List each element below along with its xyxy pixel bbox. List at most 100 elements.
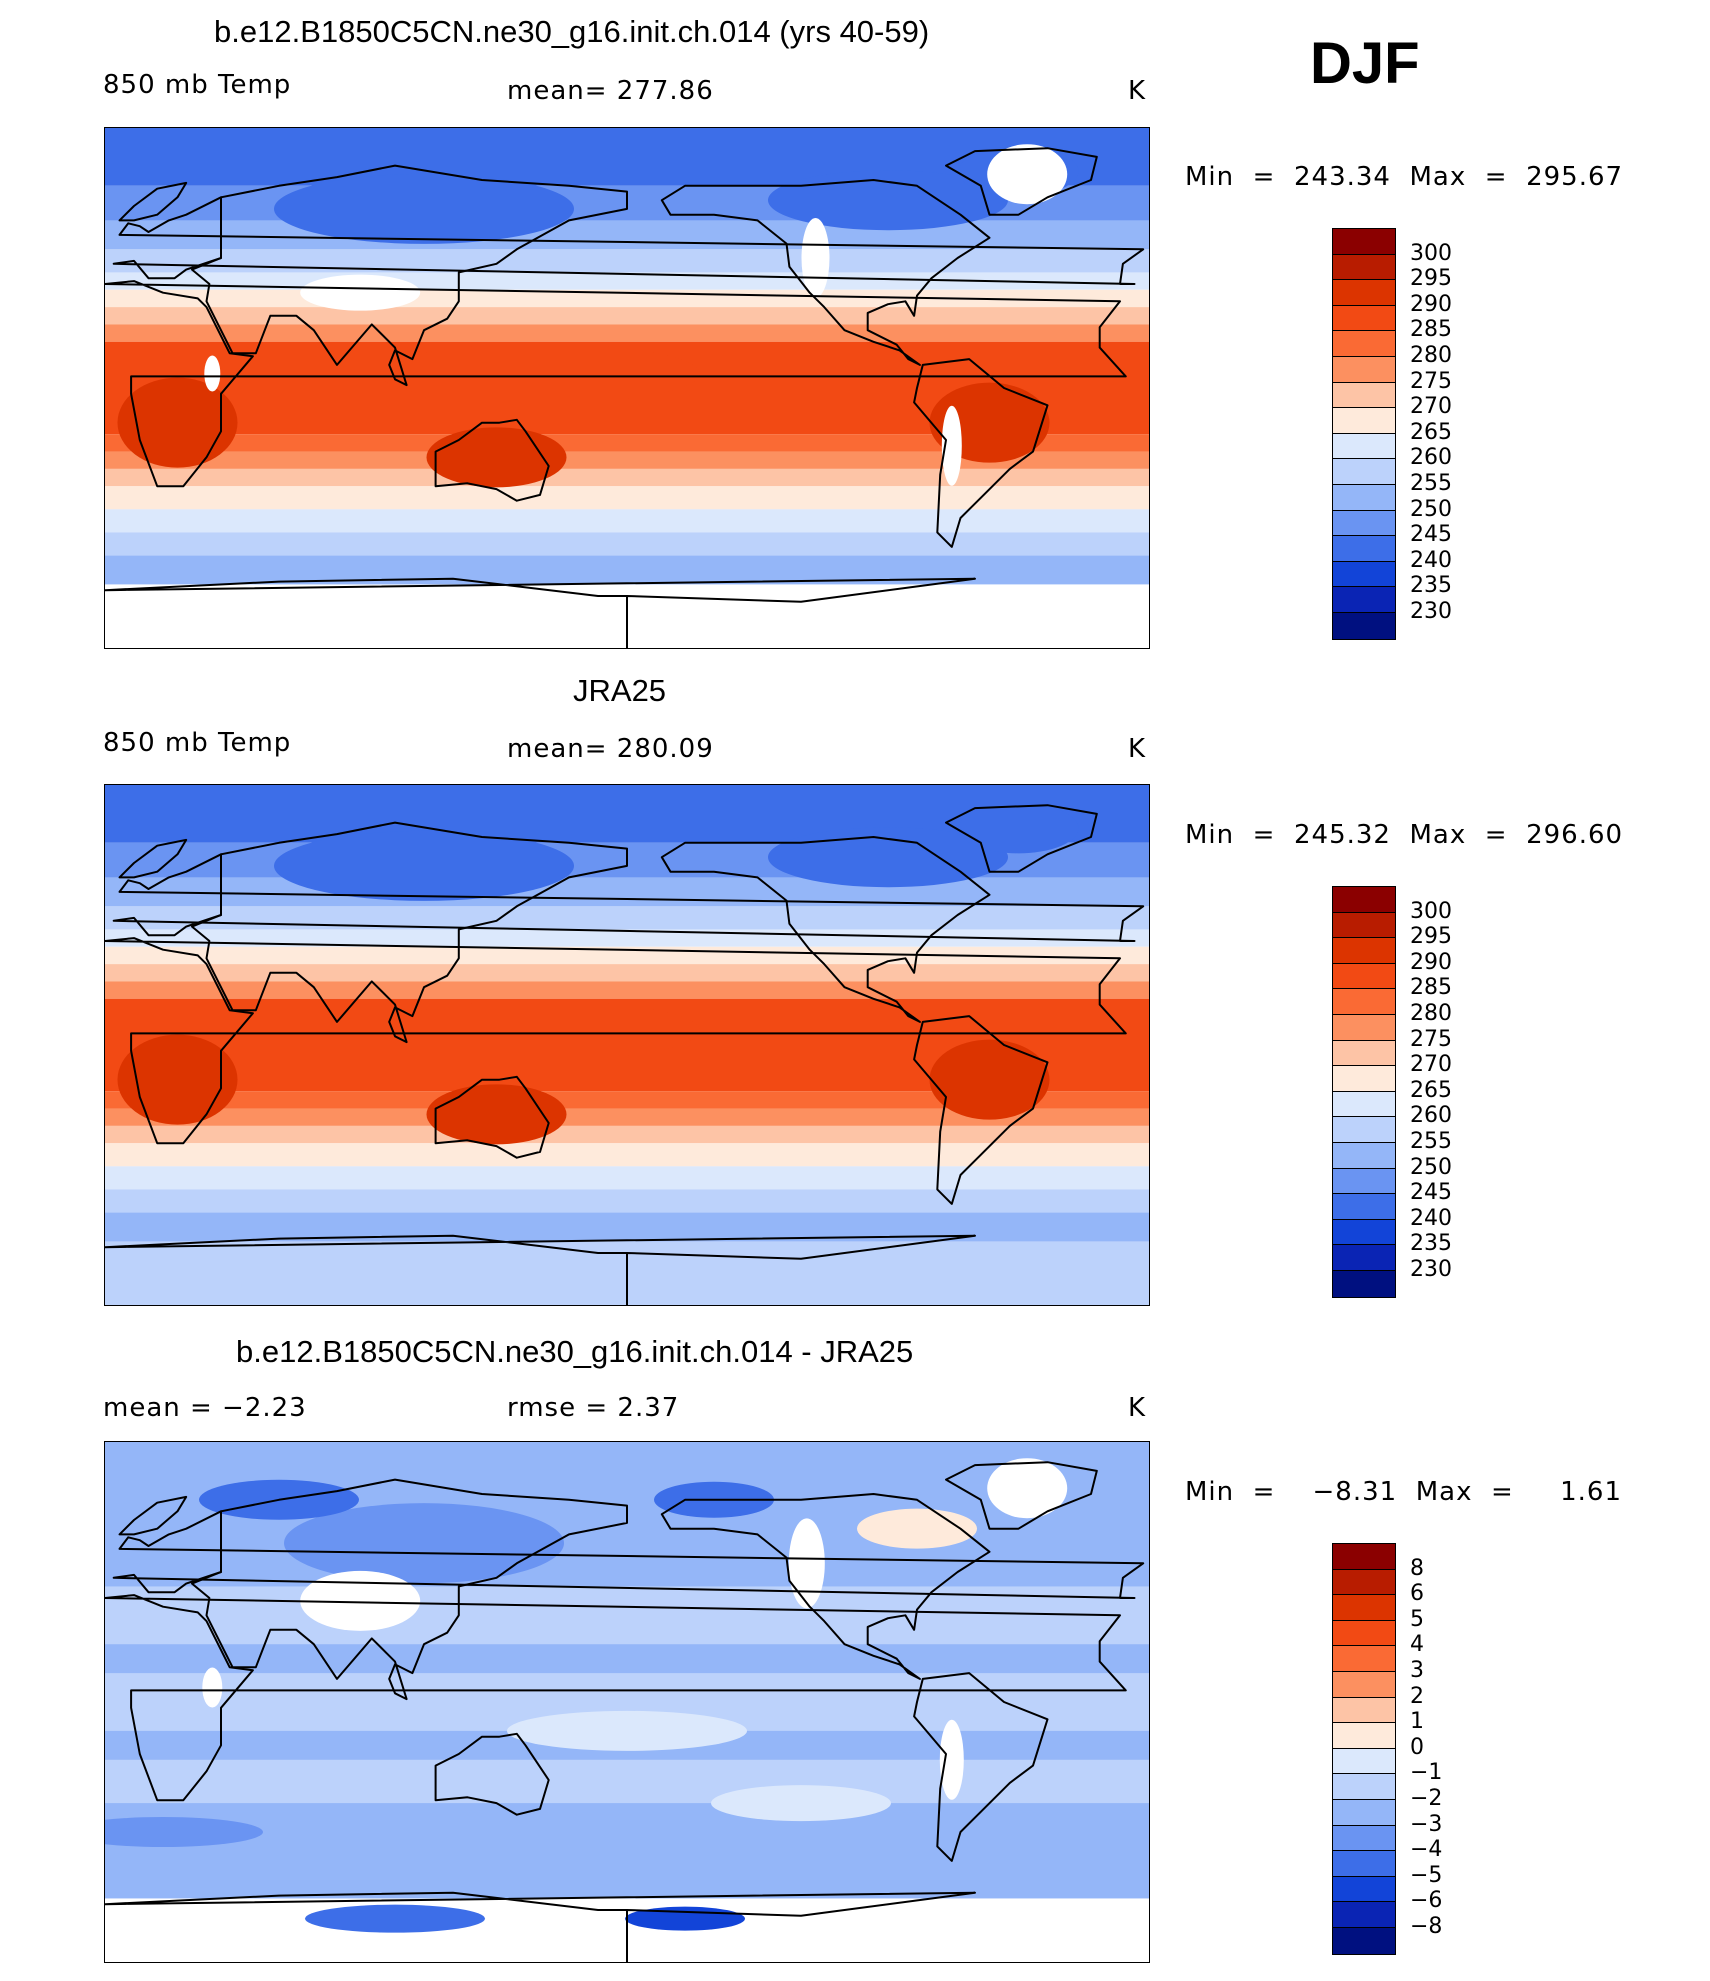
colorbar-swatch	[1333, 1270, 1395, 1297]
coastline	[105, 1594, 1127, 1802]
colorbar-swatch	[1333, 1876, 1395, 1903]
minmax-obs: Min = 245.32 Max = 296.60	[1185, 820, 1624, 850]
colorbar-swatch	[1333, 1091, 1395, 1118]
coastline	[434, 1075, 550, 1159]
colorbar-tick-label: −4	[1410, 1837, 1443, 1863]
coastline	[105, 280, 1127, 488]
colorbar-tick-label: 255	[1410, 1129, 1452, 1154]
colorbar-swatch	[1333, 1748, 1395, 1775]
colorbar-tick-label: 3	[1410, 1658, 1424, 1683]
colorbar-diff	[1332, 1543, 1396, 1955]
colorbar-tick-label: 4	[1410, 1632, 1424, 1658]
colorbar-swatch	[1333, 433, 1395, 460]
panel-left-label-model: 850 mb Temp	[103, 70, 292, 100]
colorbar-tick-label: 270	[1410, 394, 1452, 420]
colorbar-tick-label: 270	[1410, 1052, 1452, 1078]
colorbar-tick-label: −2	[1410, 1786, 1443, 1811]
colorbar-tick-label: −1	[1410, 1760, 1443, 1786]
colorbar-tick-label: 240	[1410, 1205, 1452, 1231]
panel-center-label-model: mean= 277.86	[507, 76, 714, 106]
colorbar-swatch	[1333, 1040, 1395, 1067]
colorbar-tick-label: 290	[1410, 291, 1452, 317]
colorbar-swatch	[1333, 1117, 1395, 1143]
panel-units-obs: K	[1128, 734, 1147, 764]
colorbar-swatch	[1333, 1927, 1395, 1954]
panel-center-label-obs: mean= 280.09	[507, 734, 714, 764]
colorbar-tick-label: 255	[1410, 471, 1452, 496]
coastline	[105, 577, 976, 648]
panel-units-model: K	[1128, 76, 1147, 106]
colorbar-model	[1332, 228, 1396, 640]
coastline	[660, 836, 991, 1023]
colorbar-swatch	[1333, 1851, 1395, 1877]
coastline	[434, 418, 550, 502]
colorbar-tick-label: 295	[1410, 266, 1452, 292]
colorbar-tick-label: 245	[1410, 1180, 1452, 1206]
colorbar-swatch	[1333, 1671, 1395, 1698]
colorbar-tick-label: 280	[1410, 343, 1452, 368]
colorbar-swatch	[1333, 382, 1395, 409]
map-field-model	[105, 128, 1149, 648]
colorbar-tick-label: 230	[1410, 1257, 1452, 1282]
map-diff	[104, 1441, 1150, 1963]
colorbar-tick-label: 275	[1410, 1026, 1452, 1052]
colorbar-swatch	[1333, 1646, 1395, 1672]
colorbar-tick-label: 280	[1410, 1001, 1452, 1026]
colorbar-swatch	[1333, 1774, 1395, 1800]
coastline	[913, 358, 1049, 548]
colorbar-tick-label: 8	[1410, 1555, 1424, 1581]
panel-center-label-diff: rmse = 2.37	[507, 1393, 680, 1423]
colorbar-swatch	[1333, 989, 1395, 1015]
colorbar-swatch	[1333, 459, 1395, 485]
panel-title-diff: b.e12.B1850C5CN.ne30_g16.init.ch.014 - J…	[236, 1334, 914, 1369]
coastline	[118, 838, 188, 879]
colorbar-swatch	[1333, 1014, 1395, 1041]
colorbar-swatch	[1333, 536, 1395, 562]
colorbar-swatch	[1333, 280, 1395, 306]
colorbar-tick-label: 275	[1410, 368, 1452, 394]
colorbar-tick-label: 300	[1410, 898, 1452, 924]
coastline	[112, 196, 1145, 285]
coastline	[112, 853, 1145, 942]
colorbar-tick-label: 0	[1410, 1734, 1424, 1760]
coastline	[118, 181, 188, 222]
coastline	[660, 179, 991, 366]
colorbar-swatch	[1333, 1219, 1395, 1246]
map-field-obs	[105, 785, 1149, 1305]
colorbar-tick-label: 235	[1410, 573, 1452, 599]
coastline	[913, 1672, 1049, 1862]
colorbar-tick-label: 285	[1410, 975, 1452, 1001]
colorbar-swatch	[1333, 510, 1395, 537]
colorbar-tick-label: 265	[1410, 1077, 1452, 1103]
colorbar-tick-label: 245	[1410, 522, 1452, 548]
colorbar-swatch	[1333, 1245, 1395, 1271]
panel-title-model: b.e12.B1850C5CN.ne30_g16.init.ch.014 (yr…	[214, 14, 930, 49]
colorbar-swatch	[1333, 887, 1395, 913]
coastline	[105, 1234, 976, 1305]
coastline	[105, 1891, 976, 1962]
colorbar-obs	[1332, 886, 1396, 1298]
colorbar-swatch	[1333, 912, 1395, 939]
coastline	[118, 1495, 188, 1536]
map-obs	[104, 784, 1150, 1306]
coastline	[112, 1510, 1145, 1599]
colorbar-tick-label: −5	[1410, 1862, 1443, 1888]
coastline	[434, 1732, 550, 1816]
colorbar-swatch	[1333, 356, 1395, 383]
coastline	[191, 821, 628, 1044]
panel-units-diff: K	[1128, 1393, 1147, 1423]
colorbar-swatch	[1333, 1620, 1395, 1647]
coastline	[191, 164, 628, 387]
colorbar-tick-label: −6	[1410, 1888, 1443, 1914]
colorbar-swatch	[1333, 331, 1395, 357]
season-label: DJF	[1310, 31, 1420, 96]
colorbar-tick-label: 260	[1410, 445, 1452, 471]
colorbar-tick-label: 6	[1410, 1581, 1424, 1607]
colorbar-tick-label: 285	[1410, 317, 1452, 343]
coastline	[913, 1015, 1049, 1205]
colorbar-swatch	[1333, 1595, 1395, 1621]
colorbar-tick-label: −3	[1410, 1811, 1443, 1837]
coastline	[105, 937, 1127, 1145]
colorbar-swatch	[1333, 1142, 1395, 1169]
colorbar-swatch	[1333, 963, 1395, 990]
